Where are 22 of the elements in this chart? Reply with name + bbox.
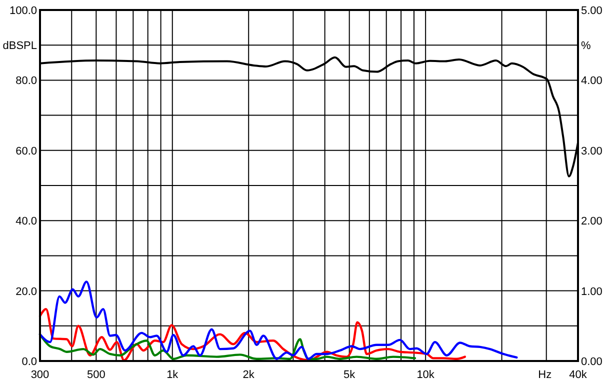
x-tick-label: 1k: [166, 369, 179, 381]
y-tick-label: 0.0: [22, 356, 37, 368]
y2-tick-label: 5.00: [581, 5, 602, 17]
x-tick-label: 300: [30, 369, 50, 381]
x-axis-title: Hz: [538, 369, 552, 381]
y-tick-label: 40.0: [16, 216, 37, 228]
x-tick-label: 10k: [416, 369, 435, 381]
y-tick-label: 20.0: [16, 286, 37, 298]
y-tick-label: 100.0: [9, 5, 37, 17]
y2-tick-label: 0.00: [581, 356, 602, 368]
x-tick-label: 2k: [242, 369, 255, 381]
y2-tick-label: 3.00: [581, 145, 602, 158]
x-tick-label: 5k: [344, 369, 356, 381]
y2-axis-title: %: [581, 40, 591, 52]
y-tick-label: 80.0: [16, 75, 37, 88]
y2-tick-label: 1.00: [581, 286, 602, 298]
y-axis-title: dBSPL: [2, 40, 37, 52]
y2-tick-label: 4.00: [581, 75, 602, 88]
y-tick-label: 60.0: [16, 145, 37, 158]
x-tick-label: 500: [86, 369, 106, 381]
y2-tick-label: 2.00: [581, 216, 602, 228]
x-tick-label: 40k: [569, 369, 588, 381]
